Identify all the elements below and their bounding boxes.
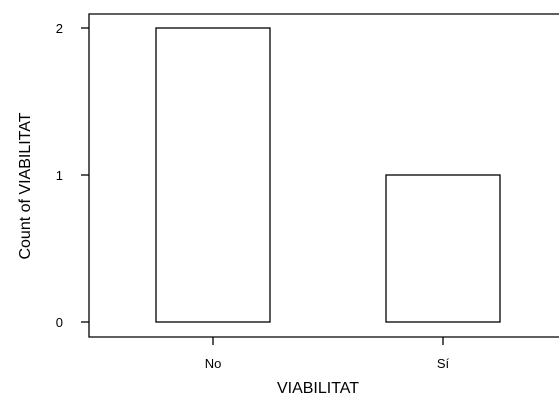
y-axis: 0 1 2 (56, 21, 89, 330)
y-tick-label: 1 (56, 168, 63, 183)
x-tick-label: No (205, 356, 222, 371)
bar-no (155, 27, 271, 323)
x-axis-title: VIABILITAT (277, 380, 359, 397)
x-tick-label: Sí (437, 356, 450, 371)
bar-si (385, 174, 501, 323)
y-tick-label: 0 (56, 315, 63, 330)
y-axis-title: Count of VIABILITAT (17, 112, 34, 259)
x-axis: No Sí (205, 337, 450, 371)
y-tick-label: 2 (56, 21, 63, 36)
bars-group (155, 27, 501, 323)
